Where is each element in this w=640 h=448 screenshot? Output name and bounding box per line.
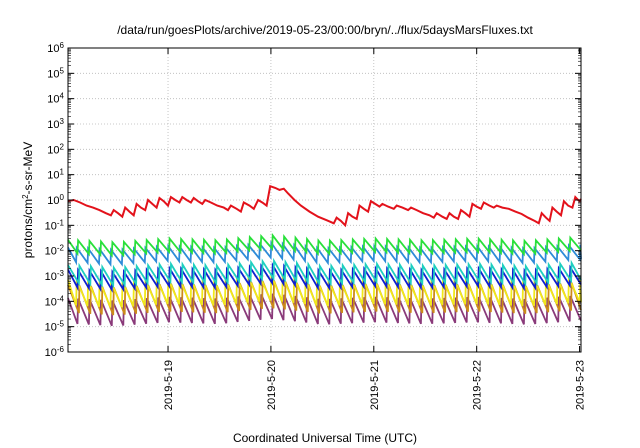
y-tick-base: 10 xyxy=(45,296,57,308)
y-axis-label-prefix: protons/cm xyxy=(21,199,35,258)
y-tick-base: 10 xyxy=(47,68,59,80)
series-line xyxy=(67,274,582,308)
series-group xyxy=(67,184,582,327)
y-tick-exponent: -6 xyxy=(57,345,65,354)
y-tick-exponent: 3 xyxy=(60,117,65,126)
x-tick-label: 2019-5-22 xyxy=(472,360,484,410)
y-tick-base: 10 xyxy=(45,347,57,359)
y-tick-label: 106 xyxy=(47,41,64,56)
y-tick-label: 103 xyxy=(47,117,64,132)
y-tick-label: 104 xyxy=(47,91,64,106)
y-tick-exponent: -5 xyxy=(57,319,65,328)
y-tick-exponent: 2 xyxy=(60,142,65,151)
y-axis-label-sup: 2 xyxy=(21,194,30,199)
x-axis: 2019-5-19 2019-5-20 2019-5-21 2019-5-22 2019… xyxy=(163,48,587,410)
y-tick-base: 10 xyxy=(45,271,57,283)
y-axis: 10-610-510-410-310-210-11001011021031041… xyxy=(45,41,581,360)
y-tick-label: 10-3 xyxy=(45,269,65,284)
y-tick-label: 10-1 xyxy=(45,218,65,233)
y-tick-label: 105 xyxy=(47,66,64,81)
y-tick-exponent: -1 xyxy=(57,218,65,227)
x-tick-label: 2019-5-21 xyxy=(369,360,381,410)
y-tick-base: 10 xyxy=(47,94,59,106)
x-axis-label: Coordinated Universal Time (UTC) xyxy=(233,431,417,445)
y-tick-label: 102 xyxy=(47,142,64,157)
y-tick-base: 10 xyxy=(47,119,59,131)
series-line xyxy=(67,257,582,289)
y-tick-label: 10-4 xyxy=(45,294,65,309)
y-tick-label: 101 xyxy=(47,167,64,182)
y-tick-exponent: 5 xyxy=(60,66,65,75)
y-tick-label: 10-6 xyxy=(45,345,65,360)
y-axis-label: protons/cm2-s-sr-MeV xyxy=(21,142,36,258)
y-tick-label: 10-2 xyxy=(45,243,65,258)
y-tick-exponent: 6 xyxy=(60,41,65,50)
y-tick-base: 10 xyxy=(45,246,57,258)
series-line xyxy=(67,232,582,258)
x-tick-label: 2019-5-20 xyxy=(266,360,278,410)
y-tick-exponent: -3 xyxy=(57,269,65,278)
series-line xyxy=(67,184,582,228)
y-tick-base: 10 xyxy=(47,43,59,55)
y-tick-label: 10-5 xyxy=(45,319,65,334)
y-tick-base: 10 xyxy=(45,322,57,334)
chart-title: /data/run/goesPlots/archive/2019-05-23/0… xyxy=(117,23,533,37)
y-tick-base: 10 xyxy=(47,195,59,207)
y-tick-base: 10 xyxy=(47,144,59,156)
series-line xyxy=(67,240,582,267)
y-tick-exponent: -2 xyxy=(57,243,65,252)
y-axis-label-suffix: -s-sr-MeV xyxy=(21,142,35,195)
x-tick-label: 2019-5-23 xyxy=(575,360,587,410)
y-tick-exponent: 4 xyxy=(60,91,65,100)
y-tick-label: 100 xyxy=(47,193,64,208)
y-tick-exponent: -4 xyxy=(57,294,65,303)
y-tick-base: 10 xyxy=(47,170,59,182)
y-tick-exponent: 0 xyxy=(60,193,65,202)
y-tick-exponent: 1 xyxy=(60,167,65,176)
y-tick-base: 10 xyxy=(45,220,57,232)
x-tick-label: 2019-5-19 xyxy=(163,360,175,410)
